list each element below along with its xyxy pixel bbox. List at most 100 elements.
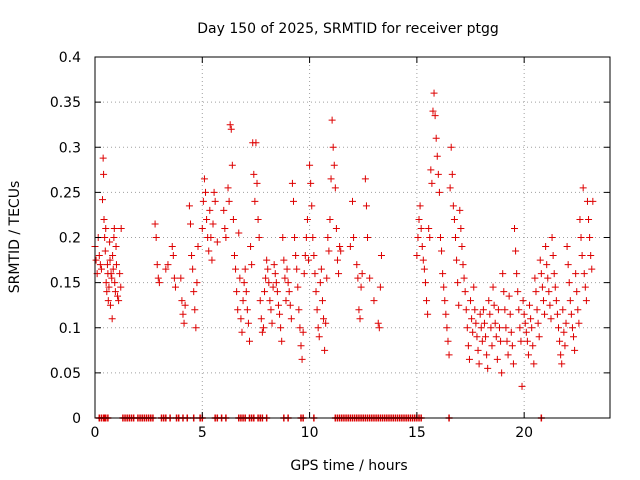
data-point xyxy=(332,224,340,232)
data-point xyxy=(521,319,529,327)
data-point xyxy=(460,274,468,282)
data-point xyxy=(256,297,264,305)
data-point xyxy=(484,364,492,372)
data-point xyxy=(509,360,517,368)
data-point xyxy=(327,175,335,183)
data-point xyxy=(264,265,272,273)
data-point xyxy=(261,288,269,296)
data-point xyxy=(427,166,435,174)
data-point xyxy=(254,215,262,223)
data-point xyxy=(102,224,110,232)
data-point xyxy=(531,274,539,282)
data-point xyxy=(491,319,499,327)
data-point xyxy=(513,270,521,278)
data-point xyxy=(241,265,249,273)
data-point xyxy=(230,252,238,260)
data-point xyxy=(469,328,477,336)
data-point xyxy=(253,179,261,187)
data-point xyxy=(483,351,491,359)
data-point xyxy=(209,220,217,228)
data-point xyxy=(112,243,120,251)
data-point xyxy=(232,265,240,273)
data-point xyxy=(426,234,434,241)
data-point xyxy=(287,315,295,323)
data-point xyxy=(511,224,519,232)
y-axis-label: SRMTID / TECUs xyxy=(7,181,23,294)
data-point xyxy=(524,351,532,359)
data-point xyxy=(107,270,115,278)
data-point xyxy=(358,270,366,278)
data-point xyxy=(465,355,473,363)
data-point xyxy=(467,297,475,305)
data-point xyxy=(255,234,263,241)
data-point xyxy=(458,243,466,251)
data-point xyxy=(324,234,332,241)
data-point xyxy=(552,297,560,305)
data-point xyxy=(238,328,246,336)
data-point xyxy=(463,324,471,332)
data-point xyxy=(281,274,289,282)
data-point xyxy=(102,279,110,287)
data-point xyxy=(251,197,259,205)
data-point xyxy=(442,310,450,318)
data-point xyxy=(356,315,364,323)
data-point xyxy=(164,261,172,269)
data-point xyxy=(240,279,248,287)
data-point xyxy=(517,337,525,345)
data-point xyxy=(335,270,343,278)
data-point xyxy=(578,252,586,260)
data-point xyxy=(553,310,561,318)
data-point xyxy=(532,288,540,296)
data-point xyxy=(97,265,105,273)
data-point xyxy=(191,306,199,314)
data-point xyxy=(370,297,378,305)
data-point xyxy=(198,224,206,232)
data-point xyxy=(434,170,442,178)
data-point xyxy=(307,179,315,187)
data-point xyxy=(310,252,318,260)
data-point xyxy=(300,270,308,278)
data-point xyxy=(190,288,198,296)
data-point xyxy=(421,279,429,287)
data-point xyxy=(374,319,382,327)
data-point xyxy=(186,220,194,228)
data-point xyxy=(185,202,193,210)
data-point xyxy=(498,369,506,377)
data-point xyxy=(108,315,116,323)
data-point xyxy=(258,328,266,336)
data-point xyxy=(117,224,125,232)
y-tick-label: 0.2 xyxy=(59,231,81,247)
data-point xyxy=(428,179,436,187)
data-point xyxy=(433,152,441,160)
data-point xyxy=(316,279,324,287)
data-point xyxy=(418,243,426,251)
data-point xyxy=(312,288,320,296)
data-point xyxy=(99,154,107,162)
data-point xyxy=(115,297,123,305)
data-point xyxy=(311,270,319,278)
data-point xyxy=(193,279,201,287)
data-point xyxy=(273,288,281,296)
data-point xyxy=(302,234,310,241)
data-point xyxy=(203,215,211,223)
data-point xyxy=(180,319,188,327)
data-point xyxy=(485,297,493,305)
data-point xyxy=(377,252,385,260)
data-point xyxy=(112,261,120,269)
data-point xyxy=(277,324,285,332)
data-point xyxy=(520,310,528,318)
data-point xyxy=(523,337,531,345)
data-point xyxy=(450,215,458,223)
data-point xyxy=(430,89,438,97)
data-point xyxy=(297,342,305,350)
data-point xyxy=(247,243,255,251)
data-point xyxy=(587,252,595,260)
data-point xyxy=(354,274,362,282)
data-point xyxy=(493,355,501,363)
data-point xyxy=(447,143,455,151)
data-point xyxy=(233,288,241,296)
data-point xyxy=(538,283,546,291)
data-point xyxy=(571,346,579,354)
data-point xyxy=(557,351,565,359)
data-point xyxy=(539,297,547,305)
